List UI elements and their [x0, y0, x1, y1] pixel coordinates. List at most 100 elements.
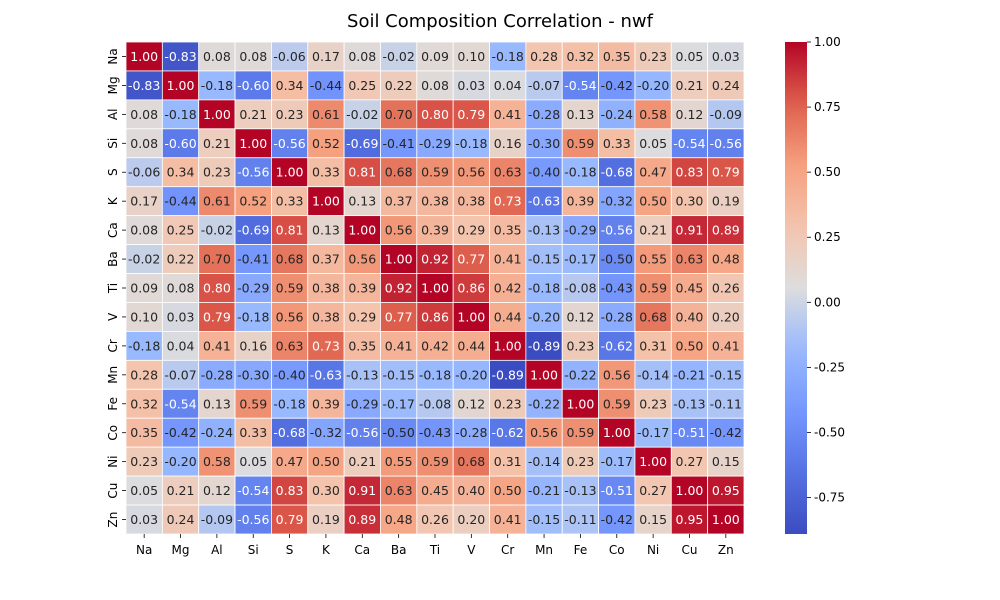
cell-value-label: 0.56 [276, 309, 304, 324]
heatmap-cell [561, 215, 599, 245]
cell-value-label: 0.81 [348, 165, 376, 180]
cell-value-label: -0.42 [710, 425, 742, 440]
cell-value-label: 1.00 [276, 165, 304, 180]
cell-value-label: -0.21 [673, 367, 705, 382]
heatmap-cell [125, 244, 163, 274]
cell-value-label: -0.28 [601, 309, 633, 324]
cell-value-label: 1.00 [639, 454, 667, 469]
cell-value-label: 0.40 [457, 483, 485, 498]
heatmap-cell [561, 273, 599, 303]
cell-value-label: -0.18 [237, 309, 269, 324]
cell-value-label: 0.40 [676, 309, 704, 324]
y-tick-label: K [106, 196, 120, 205]
x-tick-label: Na [136, 543, 152, 557]
cell-value-label: 0.05 [239, 454, 267, 469]
heatmap-cell [561, 388, 599, 419]
cell-value-label: -0.41 [237, 252, 269, 267]
cell-value-label: 0.23 [639, 49, 667, 64]
heatmap-cell [234, 186, 272, 217]
heatmap-cell [670, 99, 709, 130]
heatmap-cell [634, 388, 672, 419]
heatmap-cell [307, 331, 345, 361]
cell-value-label: -0.17 [382, 396, 414, 411]
cell-value-label: -0.20 [164, 454, 196, 469]
cell-value-label: 0.42 [421, 338, 449, 353]
cell-value-label: 0.59 [566, 136, 594, 151]
cell-value-label: -0.24 [601, 107, 633, 122]
cell-value-label: 0.21 [676, 78, 704, 93]
cell-value-label: -0.30 [237, 367, 269, 382]
cell-value-label: 0.95 [712, 483, 740, 498]
cell-value-label: 0.41 [494, 107, 522, 122]
heatmap-cell [161, 41, 200, 72]
cell-value-label: 0.79 [203, 309, 231, 324]
cell-value-label: 0.52 [239, 194, 267, 209]
heatmap-cell [380, 41, 418, 72]
colorbar-gradient [785, 42, 807, 534]
heatmap-cell [561, 504, 599, 535]
heatmap-cell [525, 244, 563, 274]
heatmap-cell [634, 186, 672, 217]
cell-value-label: 0.34 [276, 78, 304, 93]
heatmap-cell [125, 215, 163, 245]
cell-value-label: -0.18 [419, 367, 451, 382]
cell-value-label: 0.56 [385, 223, 413, 238]
cell-value-label: 0.92 [385, 281, 413, 296]
cell-value-label: 0.73 [312, 338, 340, 353]
cell-value-label: 0.19 [312, 512, 340, 527]
heatmap-cell [707, 446, 745, 477]
heatmap-cell [598, 388, 636, 419]
heatmap-cell [416, 446, 454, 477]
x-tick-label: V [467, 543, 476, 557]
cell-value-label: 0.28 [530, 49, 558, 64]
cell-value-label: 0.08 [130, 136, 158, 151]
heatmap-cell [161, 244, 200, 274]
heatmap-cell [489, 446, 527, 477]
cell-value-label: 0.05 [130, 483, 158, 498]
cell-value-label: 0.15 [712, 454, 740, 469]
heatmap-cell [234, 417, 272, 448]
colorbar-tick-label: 1.00 [814, 35, 841, 49]
cell-value-label: 0.37 [312, 252, 340, 267]
heatmap-cell [307, 388, 345, 419]
heatmap-cell [416, 273, 454, 303]
heatmap-cell [489, 70, 527, 101]
cell-value-label: -0.11 [710, 396, 742, 411]
heatmap-cell [198, 273, 236, 303]
cell-value-label: 0.56 [457, 165, 485, 180]
heatmap-cell [489, 417, 527, 448]
heatmap-cell [707, 359, 745, 390]
cell-value-label: -0.24 [201, 425, 233, 440]
heatmap-cell [234, 475, 272, 506]
cell-value-label: 0.24 [712, 78, 740, 93]
heatmap-cell [343, 157, 381, 188]
heatmap-cell [343, 417, 381, 448]
cell-value-label: 0.59 [239, 396, 267, 411]
cell-value-label: 1.00 [676, 483, 704, 498]
heatmap-cell [561, 186, 599, 217]
cell-value-label: -0.83 [164, 49, 196, 64]
y-tick-label: Cr [106, 339, 120, 352]
cell-value-label: 0.95 [676, 512, 704, 527]
cell-value-label: 0.45 [676, 281, 704, 296]
cell-value-label: 0.39 [421, 223, 449, 238]
cell-value-label: -0.89 [528, 338, 560, 353]
cell-value-label: 0.92 [421, 252, 449, 267]
cell-value-label: 0.38 [312, 281, 340, 296]
heatmap-cell [271, 244, 309, 274]
x-tick-label: K [322, 543, 331, 557]
cell-value-label: 0.21 [239, 107, 267, 122]
cell-value-label: 0.52 [312, 136, 340, 151]
cell-value-label: 1.00 [712, 512, 740, 527]
cell-value-label: 0.89 [348, 512, 376, 527]
cell-value-label: -0.54 [564, 78, 596, 93]
heatmap-cell [271, 128, 309, 159]
heatmap-cell [634, 157, 672, 188]
heatmap-cell [452, 475, 490, 506]
cell-value-label: -0.29 [564, 223, 596, 238]
y-tick-label: Cu [106, 483, 120, 499]
y-tick-label: Ti [106, 283, 120, 294]
heatmap-cell [634, 359, 672, 390]
cell-value-label: 0.38 [421, 194, 449, 209]
heatmap-cell [380, 99, 418, 130]
